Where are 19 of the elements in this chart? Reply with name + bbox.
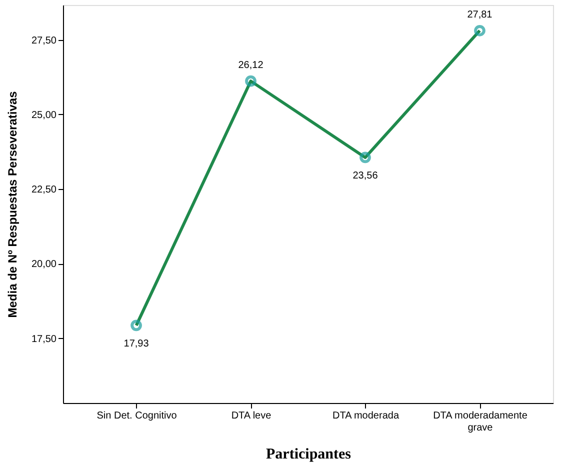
point: [130, 320, 142, 332]
data-label: 23,56: [352, 170, 378, 182]
y-axis-title: Media de Nº Respuestas Perseverativas: [5, 90, 20, 318]
data-label: 17,93: [124, 338, 150, 350]
point: [245, 75, 256, 87]
y-tick-label: 22,50: [31, 184, 57, 196]
data-label: 26,12: [238, 60, 264, 72]
data-label: 27,81: [467, 10, 493, 21]
y-tick-label: 25,00: [31, 110, 57, 121]
y-tick-label: 17,50: [31, 334, 57, 345]
point: [474, 24, 486, 36]
y-tick-label: 27,50: [31, 35, 57, 46]
point: [360, 152, 371, 164]
x-tick-label: DTA moderada: [332, 410, 400, 422]
y-tick-label: 20,00: [31, 259, 57, 270]
x-tick-label: DTA moderadamente grave: [433, 410, 528, 434]
x-tick-label: DTA leve: [231, 410, 272, 422]
x-axis-title: Participantes: [266, 446, 352, 462]
x-tick-label: Sin Det. Cognitivo: [96, 410, 178, 422]
